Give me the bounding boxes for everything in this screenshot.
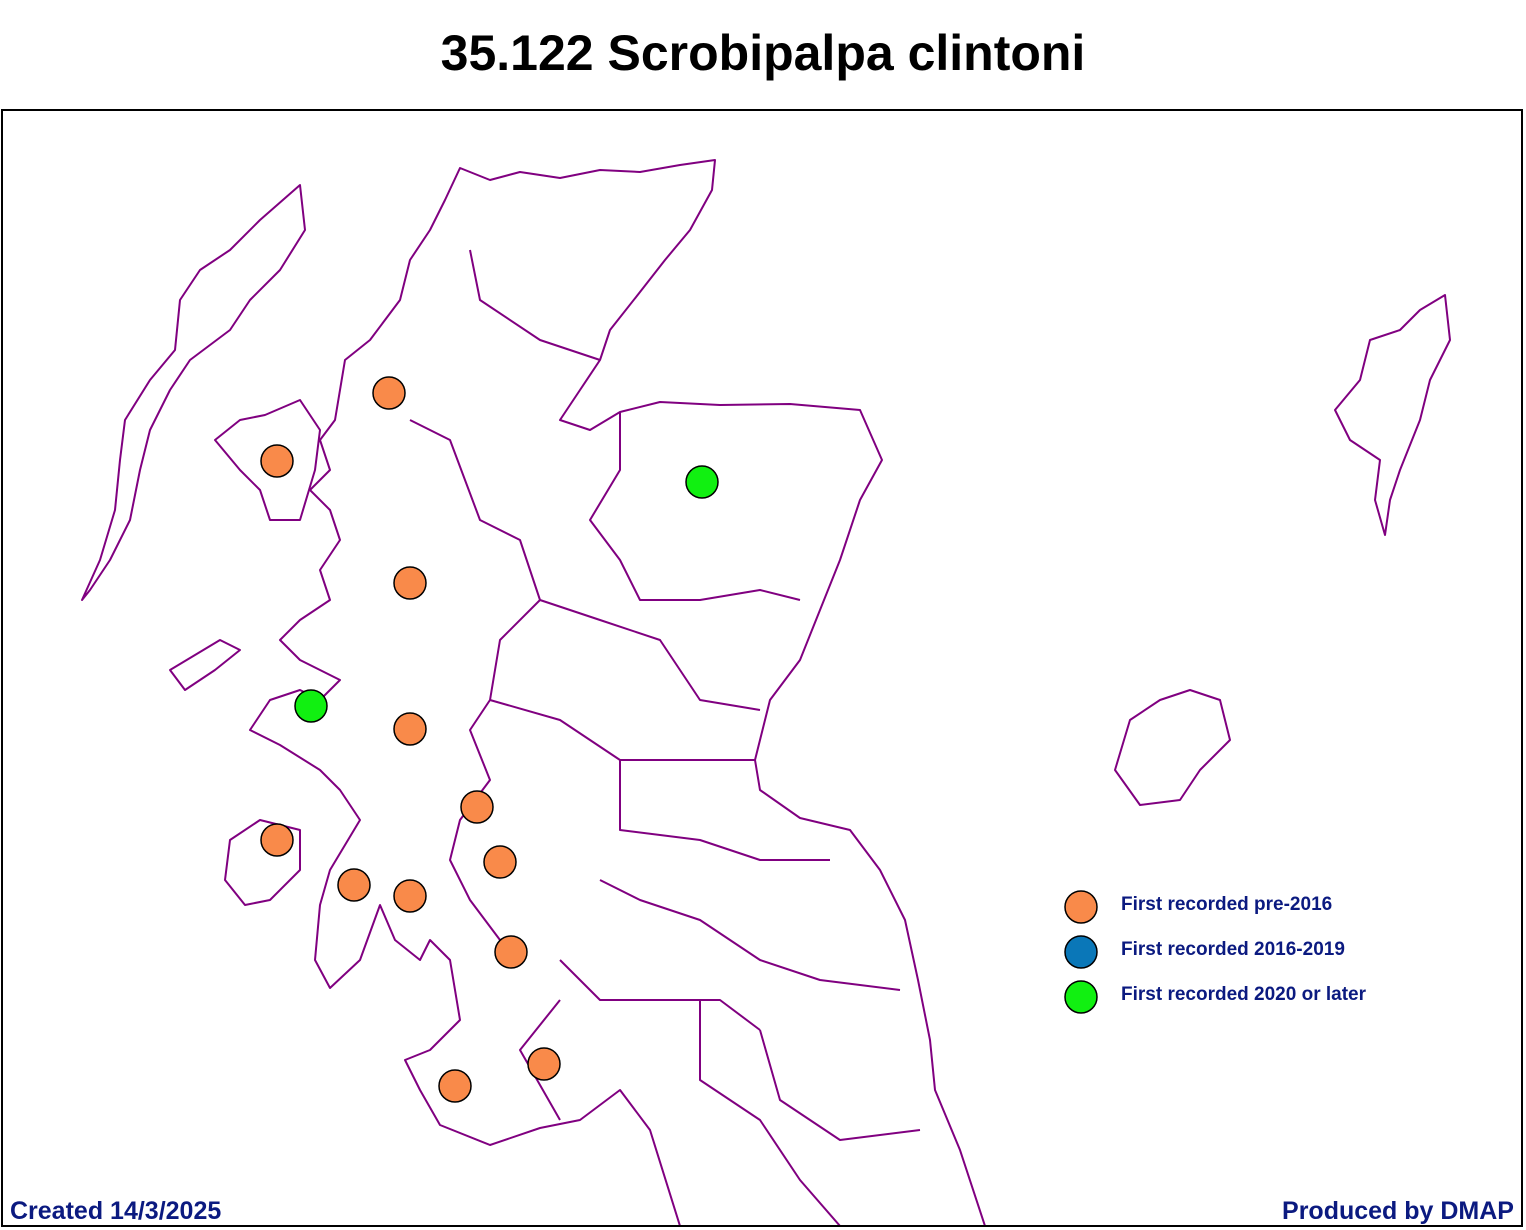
record-dot <box>393 566 427 600</box>
record-dot <box>494 935 528 969</box>
record-dot <box>260 444 294 478</box>
record-dot <box>527 1047 561 1081</box>
producer: Produced by DMAP <box>1282 1197 1514 1225</box>
record-dot <box>393 712 427 746</box>
record-dot <box>337 868 371 902</box>
record-dot <box>483 845 517 879</box>
record-dot <box>685 465 719 499</box>
legend-label: First recorded 2020 or later <box>1121 984 1367 1005</box>
record-dot <box>393 879 427 913</box>
mull <box>169 639 241 691</box>
orkney <box>1114 689 1231 806</box>
outer-hebrides <box>81 184 306 601</box>
record-dot <box>294 689 328 723</box>
mainland-coast <box>249 159 986 1225</box>
legend: First recorded pre-2016 First recorded 20… <box>1064 890 1367 1014</box>
title: 35.122 Scrobipalpa clintoni <box>441 25 1086 81</box>
legend-marker <box>1064 890 1098 924</box>
records <box>260 376 719 1103</box>
legend-label: First recorded pre-2016 <box>1121 894 1332 915</box>
islay <box>224 819 301 906</box>
shetland <box>1334 294 1451 536</box>
skye <box>214 399 321 521</box>
record-dot <box>260 823 294 857</box>
record-dot <box>372 376 406 410</box>
map-frame <box>1 109 1523 1227</box>
legend-marker <box>1064 980 1098 1014</box>
legend-label: First recorded 2016-2019 <box>1121 939 1345 960</box>
region-borders <box>409 249 921 1225</box>
record-dot <box>438 1069 472 1103</box>
legend-marker <box>1064 935 1098 969</box>
created-date: Created 14/3/2025 <box>10 1197 221 1225</box>
record-dot <box>460 790 494 824</box>
map <box>81 159 1451 1225</box>
